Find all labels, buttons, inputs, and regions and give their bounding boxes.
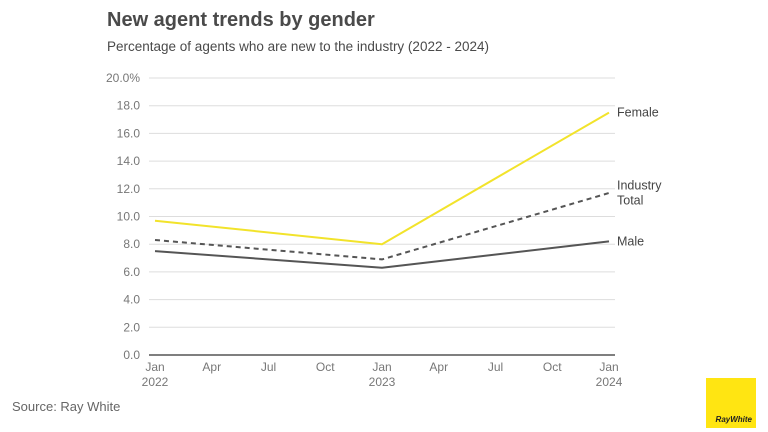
y-tick-label: 4.0 — [123, 293, 140, 307]
x-tick-label: Jan — [145, 360, 164, 374]
ray-white-logo: RayWhite — [706, 378, 756, 428]
series-line-male — [154, 240, 610, 269]
x-tick-label: Jan — [372, 360, 391, 374]
chart-title: New agent trends by gender — [107, 9, 375, 31]
y-tick-label: 2.0 — [123, 320, 140, 334]
chart-subtitle: Percentage of agents who are new to the … — [107, 39, 489, 54]
x-tick-label: Apr — [202, 360, 221, 374]
y-tick-label: 16.0 — [117, 126, 141, 140]
x-tick-label: Apr — [429, 360, 448, 374]
logo-text: RayWhite — [715, 415, 752, 424]
series-label: Female — [617, 106, 659, 120]
y-tick-label: 18.0 — [117, 99, 141, 113]
series-line-female — [154, 111, 610, 246]
y-tick-label: 10.0 — [117, 210, 141, 224]
x-tick-label: Oct — [543, 360, 562, 374]
series-label: Industry — [617, 178, 662, 192]
y-tick-label: 12.0 — [117, 182, 141, 196]
series-line-industry-total — [154, 192, 610, 261]
x-tick-year-label: 2022 — [142, 375, 169, 389]
y-tick-label: 0.0 — [123, 348, 140, 362]
series-label: Male — [617, 234, 644, 248]
y-tick-label: 6.0 — [123, 265, 140, 279]
x-tick-label: Jul — [261, 360, 276, 374]
y-tick-label: 20.0% — [106, 71, 140, 85]
x-tick-year-label: 2024 — [596, 375, 623, 389]
x-tick-year-label: 2023 — [369, 375, 396, 389]
x-tick-label: Oct — [316, 360, 335, 374]
y-tick-label: 14.0 — [117, 154, 141, 168]
x-tick-label: Jul — [488, 360, 503, 374]
source-note: Source: Ray White — [12, 399, 121, 414]
y-tick-label: 8.0 — [123, 237, 140, 251]
x-tick-label: Jan — [599, 360, 618, 374]
series-label: Total — [617, 193, 643, 207]
